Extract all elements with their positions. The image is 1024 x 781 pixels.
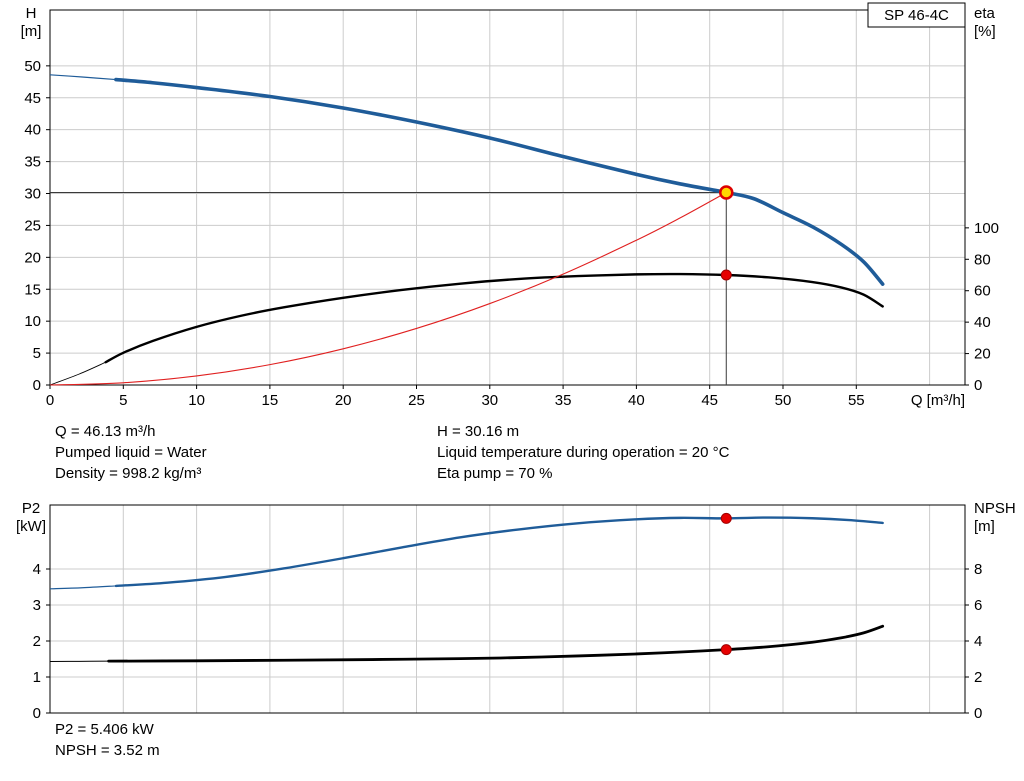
p2-value: P2 = 5.406 kW (55, 721, 154, 738)
y-right-tick-label: 20 (974, 346, 991, 363)
y-left-tick-label: 35 (24, 154, 41, 171)
x-tick-label: 15 (262, 392, 279, 409)
y-right-tick-label: 100 (974, 220, 999, 237)
pump-curve (114, 77, 885, 286)
y-right-axis-name: NPSH (974, 500, 1016, 517)
y-left-axis-name: H (26, 5, 37, 22)
p2-operating-point (720, 512, 732, 524)
y-left-tick-label: 5 (33, 345, 41, 362)
x-tick-label: 25 (408, 392, 425, 409)
pump-curve-thin (49, 74, 117, 81)
y-left-axis-unit: [m] (21, 23, 42, 40)
y-left-tick-label: 3 (33, 597, 41, 614)
y-left-tick-label: 2 (33, 633, 41, 650)
y-left-tick-label: 40 (24, 122, 41, 139)
y-right-tick-label: 6 (974, 597, 982, 614)
x-tick-label: 10 (188, 392, 205, 409)
y-left-tick-label: 45 (24, 90, 41, 107)
plot-frame (49, 9, 966, 386)
x-axis-label: Q [m³/h] (911, 392, 965, 409)
y-right-tick-label: 40 (974, 314, 991, 331)
liquid-temperature: Liquid temperature during operation = 20… (437, 444, 730, 461)
x-tick-label: 55 (848, 392, 865, 409)
y-left-tick-label: 15 (24, 281, 41, 298)
y-right-axis-unit: [m] (974, 518, 995, 535)
y-left-tick-label: 50 (24, 58, 41, 75)
plot-frame (49, 504, 966, 714)
npsh-operating-point (720, 644, 732, 656)
y-left-tick-label: 0 (33, 377, 41, 394)
y-right-tick-label: 0 (974, 377, 982, 394)
p2-curve (114, 516, 884, 588)
system-curve (49, 191, 727, 386)
eta-operating-point (720, 269, 732, 281)
y-left-tick-label: 4 (33, 561, 41, 578)
y-right-tick-label: 2 (974, 669, 982, 686)
y-left-tick-label: 10 (24, 313, 41, 330)
hq-eta-chart: 0 5 10 15 20 25 30 35 40 45 50 0 20 40 60 80 100 0 5 10 15 20… (21, 2, 999, 409)
pumped-liquid: Pumped liquid = Water (55, 444, 207, 461)
y-right-axis-unit: [%] (974, 23, 996, 40)
npsh-value: NPSH = 3.52 m (55, 742, 160, 759)
y-left-axis-unit: [kW] (16, 518, 46, 535)
eta-curve (104, 272, 884, 364)
summary-column-right: H = 30.16 m Liquid temperature during op… (437, 421, 729, 484)
y-right-tick-label: 0 (974, 705, 982, 719)
eta-pump-value: Eta pump = 70 % (437, 465, 553, 482)
power-npsh-summary: P2 = 5.406 kW NPSH = 3.52 m (55, 719, 160, 761)
eta-curve-thin (49, 361, 106, 386)
duty-point (719, 185, 734, 200)
summary-column-left: Q = 46.13 m³/h Pumped liquid = Water Den… (55, 421, 985, 484)
y-left-tick-label: 30 (24, 186, 41, 203)
y-right-tick-label: 80 (974, 251, 991, 268)
y-left-tick-label: 1 (33, 669, 41, 686)
y-left-tick-label: 25 (24, 217, 41, 234)
npsh-curve (107, 624, 885, 663)
p2-npsh-chart: 0 1 2 3 4 0 2 4 6 8 P2[kW] NPSH[m] (16, 500, 1016, 719)
y-left-axis-name: P2 (22, 500, 40, 517)
flow-value: Q = 46.13 m³/h (55, 423, 156, 440)
x-tick-label: 35 (555, 392, 572, 409)
x-tick-label: 5 (119, 392, 127, 409)
operating-point-summary: Q = 46.13 m³/h Pumped liquid = Water Den… (55, 421, 985, 484)
x-tick-label: 30 (481, 392, 498, 409)
x-tick-label: 40 (628, 392, 645, 409)
x-tick-label: 0 (46, 392, 54, 409)
y-right-axis-name: eta (974, 5, 996, 22)
y-right-tick-label: 60 (974, 283, 991, 300)
x-tick-label: 45 (701, 392, 718, 409)
title-box (867, 2, 966, 28)
p2-curve-thin (49, 585, 117, 590)
y-left-tick-label: 0 (33, 705, 41, 719)
head-value: H = 30.16 m (437, 423, 520, 440)
y-left-tick-label: 20 (24, 249, 41, 266)
y-right-tick-label: 4 (974, 633, 982, 650)
density-value: Density = 998.2 kg/m³ (55, 465, 202, 482)
x-tick-label: 50 (775, 392, 792, 409)
x-tick-label: 20 (335, 392, 352, 409)
y-right-tick-label: 8 (974, 561, 982, 578)
chart-title: SP 46-4C (884, 7, 949, 24)
